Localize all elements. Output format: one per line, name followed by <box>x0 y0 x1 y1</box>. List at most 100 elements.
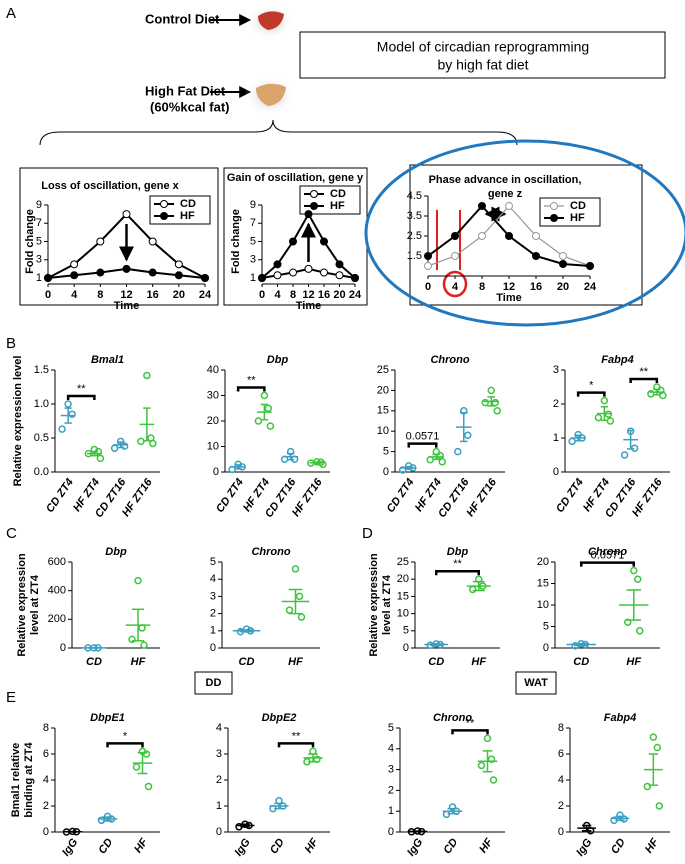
point <box>142 750 151 758</box>
point <box>424 262 432 270</box>
legend-label: HF <box>330 200 345 212</box>
y-tick-label: 25 <box>397 556 409 568</box>
x-tick-label: CD <box>268 836 287 856</box>
chart-title: Chrono <box>433 712 472 724</box>
x-tick-label: 12 <box>302 289 314 301</box>
x-tick-label: CD <box>428 656 444 668</box>
point <box>128 635 136 644</box>
y-tick-label: 10 <box>537 599 549 611</box>
point <box>559 260 567 268</box>
point <box>289 268 297 277</box>
significance-label: * <box>589 380 594 392</box>
highlight-circle <box>442 270 468 298</box>
chart-title: Gain of oscillation, gene y <box>227 172 364 184</box>
legend-marker <box>310 202 318 210</box>
x-tick-label: CD <box>573 656 589 668</box>
y-tick-label: 3 <box>36 254 42 266</box>
x-tick-label: HF <box>131 656 146 668</box>
x-axis-label: Time <box>496 292 521 304</box>
legend-label: HF <box>570 212 585 224</box>
panel-label: B <box>6 335 16 352</box>
legend-box <box>539 197 601 227</box>
point <box>258 274 266 282</box>
point <box>424 252 432 260</box>
x-axis-label: Time <box>296 300 321 312</box>
y-tick-label: 3.5 <box>407 210 422 222</box>
significance-bracket <box>407 442 438 448</box>
point <box>58 425 66 433</box>
x-tick-label: IgG <box>405 836 426 858</box>
legend-label: CD <box>570 200 586 212</box>
y-tick-label: 5 <box>36 235 42 247</box>
y-tick-label: 0 <box>383 466 389 478</box>
legend-box <box>149 195 211 225</box>
point <box>260 391 269 400</box>
point <box>273 271 282 280</box>
x-tick-label: 16 <box>530 281 542 293</box>
y-tick-label: 0 <box>210 642 216 654</box>
point <box>620 451 629 459</box>
x-tick-label: IgG <box>60 836 81 858</box>
y-tick-label: 0.0 <box>34 466 49 478</box>
point <box>478 232 486 240</box>
legend-label: CD <box>180 198 196 210</box>
y-tick-label: 1.5 <box>34 364 49 376</box>
y-tick-label: 3 <box>216 748 222 760</box>
y-tick-label: 9 <box>250 199 256 211</box>
point <box>487 386 495 395</box>
point <box>174 260 183 269</box>
point <box>399 466 407 474</box>
y-tick-label: 10 <box>377 425 389 437</box>
legend-label: HF <box>180 210 195 222</box>
y-tick-label: 1 <box>36 272 42 284</box>
x-tick-label: CD <box>239 656 255 668</box>
significance-label: ** <box>639 366 648 378</box>
x-tick-label: 4 <box>71 289 78 301</box>
y-tick-label: 25 <box>377 364 389 376</box>
point <box>469 585 477 594</box>
x-tick-label: 16 <box>147 289 159 301</box>
y-tick-label: 5 <box>543 620 549 632</box>
point <box>477 761 486 770</box>
y-axis-label: level at ZT4 <box>29 574 41 635</box>
y-tick-label: 2 <box>553 398 559 410</box>
x-tick-label: CD ZT4 <box>385 477 417 515</box>
x-tick-label: CD <box>441 836 460 856</box>
point <box>568 437 576 446</box>
point <box>436 451 444 460</box>
point <box>594 413 603 422</box>
control-diet-label: Control Diet <box>145 11 220 26</box>
x-tick-label: HF <box>643 836 661 855</box>
y-tick-label: 1 <box>553 432 559 444</box>
y-tick-label: 20 <box>537 556 549 568</box>
legend-marker <box>550 202 558 210</box>
y-tick-label: 6 <box>43 748 49 760</box>
hfd-label: (60%kcal fat) <box>150 99 229 114</box>
x-tick-label: HF <box>303 836 321 855</box>
point <box>254 417 263 425</box>
y-tick-label: 1 <box>216 800 222 812</box>
point <box>174 271 183 280</box>
point <box>426 456 434 464</box>
point <box>320 268 328 277</box>
point <box>351 274 359 282</box>
significance-label: ** <box>292 730 301 742</box>
point <box>438 458 446 466</box>
y-tick-label: 4 <box>210 573 216 585</box>
point <box>600 396 609 405</box>
y-axis-label: Relative expression level <box>12 356 24 487</box>
x-tick-label: 12 <box>503 281 515 293</box>
x-tick-label: 0 <box>425 281 431 293</box>
x-tick-label: 12 <box>120 289 132 301</box>
chart-title: Chrono <box>430 354 469 366</box>
x-tick-label: 8 <box>290 289 296 301</box>
chart-title: Bmal1 <box>91 354 124 366</box>
point <box>148 237 157 246</box>
y-tick-label: 20 <box>377 384 389 396</box>
y-tick-label: 10 <box>397 608 409 620</box>
point <box>655 802 664 810</box>
model-title: Model of circadian reprogramming <box>377 39 589 55</box>
point <box>297 613 306 621</box>
chart-title: Chrono <box>251 546 290 558</box>
